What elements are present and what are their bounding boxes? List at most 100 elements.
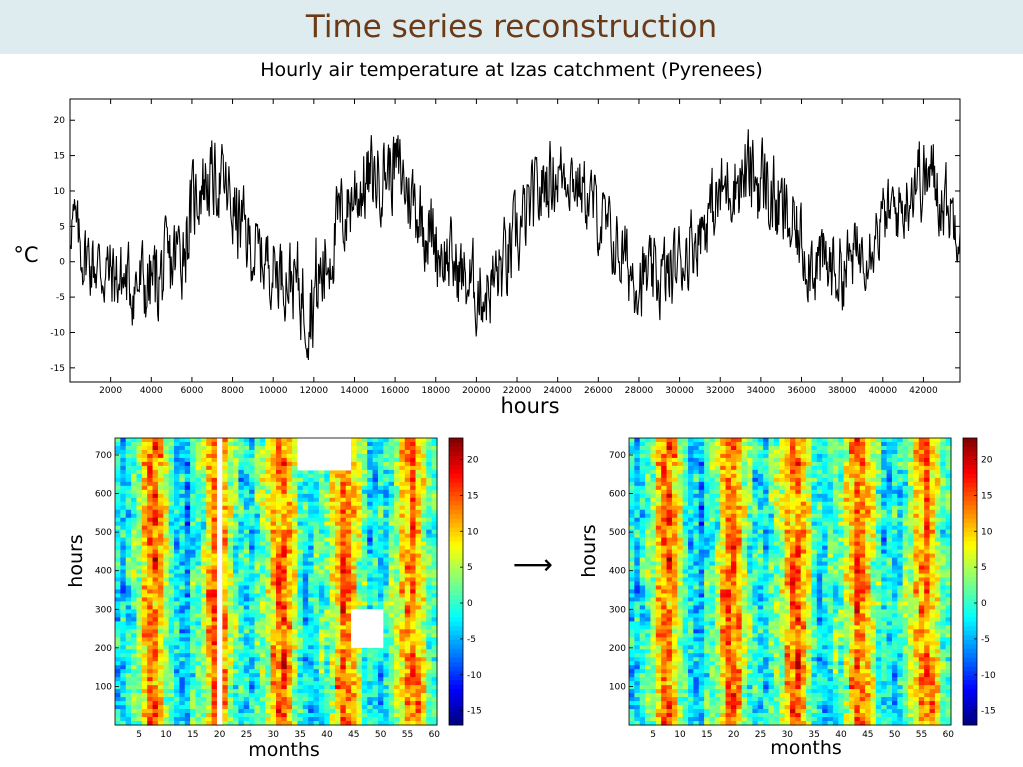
heatmap-cell xyxy=(286,601,293,607)
heatmap-cell xyxy=(227,553,234,559)
heatmap-cell xyxy=(404,581,411,587)
heatmap-cell xyxy=(367,549,374,555)
heatmap-cell xyxy=(286,669,293,674)
heatmap-cell xyxy=(179,509,186,515)
heatmap-cell xyxy=(302,469,309,475)
heatmap-cell xyxy=(190,665,197,670)
heatmap-cell xyxy=(340,533,347,539)
heatmap-cell xyxy=(340,649,347,654)
heatmap-cell xyxy=(270,625,277,630)
heatmap-cell xyxy=(431,657,438,662)
heatmap-cell xyxy=(388,569,395,575)
heatmap-cell xyxy=(265,521,272,527)
x-tick-label: 12000 xyxy=(300,386,329,396)
heatmap-cell xyxy=(372,597,379,603)
heatmap-cell xyxy=(222,661,229,666)
heatmap-cell xyxy=(259,709,266,714)
heatmap-cell xyxy=(286,613,293,618)
heatmap-cell xyxy=(265,557,272,563)
heatmap-cell xyxy=(163,473,170,479)
heatmap-cell xyxy=(227,613,234,618)
heatmap-cell xyxy=(377,693,384,698)
heatmap-cell xyxy=(184,561,191,567)
heatmap-cell xyxy=(639,521,646,527)
heatmap-cell xyxy=(141,617,148,622)
heatmap-cell xyxy=(388,469,395,475)
heatmap-cell xyxy=(292,645,299,650)
heatmap-cell xyxy=(415,669,422,674)
heatmap-cell xyxy=(426,445,433,451)
colorbar-tick-label: 0 xyxy=(467,599,473,609)
heatmap-cell xyxy=(629,513,635,519)
heatmap-cell xyxy=(281,585,288,591)
heatmap-cell xyxy=(125,529,132,535)
heatmap-cell xyxy=(308,585,315,591)
heatmap-cell xyxy=(115,489,121,495)
heatmap-cell xyxy=(645,525,652,531)
heatmap-cell xyxy=(136,625,143,630)
heatmap-cell xyxy=(410,717,417,722)
heatmap-cell xyxy=(388,653,395,658)
heatmap-cell xyxy=(431,557,438,563)
heatmap-cell xyxy=(206,693,213,698)
heatmap-cell xyxy=(227,689,234,694)
heatmap-cell xyxy=(286,693,293,698)
heatmap-cell xyxy=(125,577,132,583)
heatmap-cell xyxy=(415,709,422,714)
heatmap-cell xyxy=(259,625,266,630)
heatmap-cell xyxy=(136,685,143,690)
heatmap-cell xyxy=(136,441,143,447)
heatmap-cell xyxy=(302,609,309,614)
heatmap-cell xyxy=(211,473,218,479)
heatmap-cell xyxy=(404,529,411,535)
heatmap-cell xyxy=(329,561,336,567)
y-tick-label: 15 xyxy=(54,152,65,162)
heatmap-cell xyxy=(233,593,240,599)
heatmap-cell xyxy=(639,673,646,678)
heatmap-cell xyxy=(335,677,341,682)
heatmap-cell xyxy=(195,537,202,543)
heatmap-cell xyxy=(324,505,331,511)
heatmap-cell xyxy=(372,649,379,654)
heatmap-cell xyxy=(184,689,191,694)
heatmap-cell xyxy=(324,573,331,579)
heatmap-cell xyxy=(302,645,309,650)
heatmap-cell xyxy=(195,501,202,507)
heatmap-cell xyxy=(345,685,352,690)
heatmap-cell xyxy=(426,505,433,511)
heatmap-cell xyxy=(292,549,299,555)
heatmap-cell xyxy=(394,677,401,682)
heatmap-cell xyxy=(431,465,438,471)
heatmap-cell xyxy=(655,541,662,547)
heatmap-cell xyxy=(254,601,261,607)
heatmap-cell xyxy=(340,601,347,607)
heatmap-cell xyxy=(276,681,282,686)
heatmap-cell xyxy=(168,481,175,487)
heatmap-cell xyxy=(388,445,395,451)
heatmap-cell xyxy=(318,537,325,543)
heatmap-cell xyxy=(157,673,164,678)
heatmap-cell xyxy=(136,621,143,626)
heatmap-cell xyxy=(415,653,422,658)
heatmap-cell xyxy=(345,633,352,638)
heatmap-cell xyxy=(431,445,438,451)
heatmap-cell xyxy=(302,613,309,618)
heatmap-cell xyxy=(200,617,207,622)
heatmap-cell xyxy=(394,469,401,475)
y-tick-label: 500 xyxy=(95,528,112,538)
heatmap-cell xyxy=(329,673,336,678)
heatmap-cell xyxy=(431,501,438,507)
heatmap-cell xyxy=(141,497,148,503)
heatmap-cell xyxy=(650,469,657,475)
heatmap-cell xyxy=(120,713,127,718)
heatmap-cell xyxy=(195,661,202,666)
heatmap-cell xyxy=(259,485,266,491)
heatmap-cell xyxy=(238,525,245,531)
heatmap-cell xyxy=(650,657,657,662)
heatmap-cell xyxy=(243,673,250,678)
heatmap-cell xyxy=(404,693,411,698)
heatmap-cell xyxy=(383,605,390,611)
heatmap-cell xyxy=(318,529,325,535)
heatmap-cell xyxy=(420,637,427,642)
heatmap-cell xyxy=(195,497,202,503)
